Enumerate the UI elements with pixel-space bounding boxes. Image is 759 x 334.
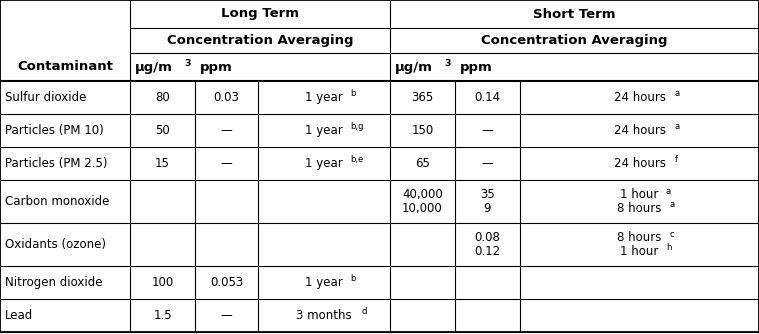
Text: 3: 3 <box>184 58 191 67</box>
Text: ppm: ppm <box>460 60 493 73</box>
Text: Short Term: Short Term <box>534 7 616 20</box>
Text: a: a <box>666 187 671 196</box>
Text: 1 year: 1 year <box>305 276 343 289</box>
Text: 50: 50 <box>155 124 170 137</box>
Text: μg/m: μg/m <box>395 60 433 73</box>
Text: 1 year: 1 year <box>305 91 343 104</box>
Text: Concentration Averaging: Concentration Averaging <box>167 34 353 47</box>
Text: Particles (PM 2.5): Particles (PM 2.5) <box>5 157 108 170</box>
Text: —: — <box>482 124 493 137</box>
Text: f: f <box>675 155 678 164</box>
Text: ppm: ppm <box>200 60 233 73</box>
Text: b,e: b,e <box>350 155 363 164</box>
Text: d: d <box>361 307 367 316</box>
Text: —: — <box>221 124 232 137</box>
Text: h: h <box>666 243 671 252</box>
Text: 365: 365 <box>411 91 433 104</box>
Text: 1 hour: 1 hour <box>620 244 659 258</box>
Text: —: — <box>221 309 232 322</box>
Text: 0.12: 0.12 <box>474 244 501 258</box>
Text: 9: 9 <box>483 202 491 214</box>
Text: Long Term: Long Term <box>221 7 299 20</box>
Text: —: — <box>221 157 232 170</box>
Text: Contaminant: Contaminant <box>17 60 113 73</box>
Text: b: b <box>350 90 355 99</box>
Text: Oxidants (ozone): Oxidants (ozone) <box>5 238 106 251</box>
Text: 0.14: 0.14 <box>474 91 501 104</box>
Text: c: c <box>669 230 675 239</box>
Text: 0.053: 0.053 <box>210 276 243 289</box>
Text: μg/m: μg/m <box>395 60 433 73</box>
Text: a: a <box>675 90 680 99</box>
Text: 1.5: 1.5 <box>153 309 172 322</box>
Text: 0.08: 0.08 <box>474 231 500 244</box>
Text: 10,000: 10,000 <box>402 202 442 214</box>
Text: a: a <box>669 200 675 209</box>
Text: 15: 15 <box>155 157 170 170</box>
Text: 65: 65 <box>415 157 430 170</box>
Text: Sulfur dioxide: Sulfur dioxide <box>5 91 87 104</box>
Text: μg/m: μg/m <box>135 60 173 73</box>
Text: 40,000: 40,000 <box>402 188 442 201</box>
Text: a: a <box>675 123 680 132</box>
Text: —: — <box>482 157 493 170</box>
Text: b: b <box>350 275 355 284</box>
Text: 1 year: 1 year <box>305 157 343 170</box>
Text: Lead: Lead <box>5 309 33 322</box>
Text: 24 hours: 24 hours <box>613 124 666 137</box>
Text: μg/m: μg/m <box>135 60 173 73</box>
Text: 8 hours: 8 hours <box>617 231 662 244</box>
Text: Concentration Averaging: Concentration Averaging <box>481 34 668 47</box>
Text: 150: 150 <box>411 124 433 137</box>
Text: Nitrogen dioxide: Nitrogen dioxide <box>5 276 102 289</box>
Text: 1 hour: 1 hour <box>620 188 659 201</box>
Text: 100: 100 <box>151 276 174 289</box>
Text: 24 hours: 24 hours <box>613 91 666 104</box>
Text: b,g: b,g <box>350 123 364 132</box>
Text: Carbon monoxide: Carbon monoxide <box>5 195 109 208</box>
Text: 3: 3 <box>444 58 451 67</box>
Text: 24 hours: 24 hours <box>613 157 666 170</box>
Text: 35: 35 <box>480 188 495 201</box>
Text: 8 hours: 8 hours <box>617 202 662 214</box>
Text: 1 year: 1 year <box>305 124 343 137</box>
Text: Particles (PM 10): Particles (PM 10) <box>5 124 104 137</box>
Text: 80: 80 <box>155 91 170 104</box>
Text: 3 months: 3 months <box>296 309 352 322</box>
Text: 0.03: 0.03 <box>213 91 239 104</box>
